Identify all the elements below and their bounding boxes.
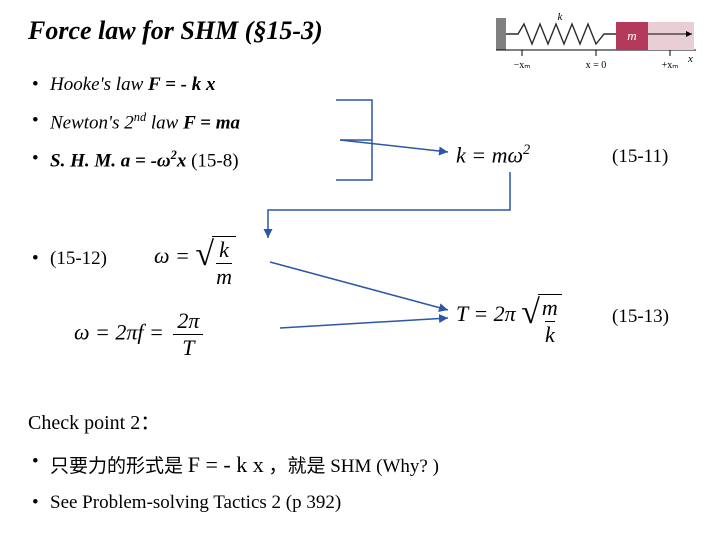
k-eq-lhs: k = mω bbox=[456, 142, 523, 167]
bullet-hooke: Hooke's law F = - k x bbox=[28, 74, 692, 96]
period-num: m bbox=[542, 297, 558, 319]
mass-label: m bbox=[627, 28, 636, 43]
omega-f-den: T bbox=[178, 335, 198, 359]
hooke-formula: F = - k x bbox=[148, 74, 215, 95]
neg-xm-label: −xₘ bbox=[514, 60, 531, 71]
newton-formula: F = ma bbox=[183, 112, 240, 133]
bullet-15-12: (15-12) bbox=[28, 248, 107, 270]
check-line1-b: F = - k x bbox=[188, 452, 264, 477]
newton-sup: nd bbox=[134, 110, 146, 124]
period-lhs: T = 2π bbox=[456, 301, 516, 326]
check-line1-c: ，就是 SHM (Why? ) bbox=[268, 456, 438, 477]
eqnum-15-11: (15-11) bbox=[612, 146, 668, 168]
omega-f-lhs: ω = 2πf = bbox=[74, 320, 164, 345]
pos-xm-label: +xₘ bbox=[662, 60, 679, 71]
shm-ref: (15-8) bbox=[191, 151, 238, 172]
spring-mass-diagram: k m x −xₘ x = 0 +xₘ bbox=[496, 12, 696, 82]
k-label: k bbox=[558, 12, 564, 23]
shm-formula-b: x bbox=[177, 151, 187, 172]
hooke-prefix: Hooke's law bbox=[50, 74, 148, 95]
period-den: k bbox=[545, 321, 555, 346]
equation-period: T = 2π √ m k bbox=[456, 294, 562, 346]
sqrt-symbol-2: √ bbox=[521, 296, 540, 348]
omega-sqrt-den: m bbox=[216, 263, 232, 288]
omega-sqrt-lhs: ω = bbox=[154, 243, 190, 268]
x-zero-label: x = 0 bbox=[586, 60, 607, 71]
check-bullet-2: See Problem-solving Tactics 2 (p 392) bbox=[28, 492, 692, 514]
omega-sqrt-num: k bbox=[219, 239, 229, 261]
equation-omega-f: ω = 2πf = 2π T bbox=[74, 310, 203, 359]
k-eq-sup: 2 bbox=[523, 142, 530, 158]
equation-omega-sqrt: ω = √ k m bbox=[154, 236, 236, 288]
sqrt-symbol-1: √ bbox=[195, 238, 214, 290]
check-line1-a: 只要力的形式是 bbox=[50, 456, 188, 477]
omega-f-num: 2π bbox=[173, 310, 203, 335]
bullet-newton: Newton's 2nd law F = ma bbox=[28, 110, 692, 134]
shm-prefix: S. H. M. bbox=[50, 151, 121, 172]
equation-k-momega2: k = mω2 bbox=[456, 142, 530, 168]
check-point-title: Check point 2： bbox=[28, 406, 692, 435]
newton-prefix: Newton's 2 bbox=[50, 112, 134, 133]
label-15-12: (15-12) bbox=[50, 248, 107, 269]
shm-formula-a: a = -ω bbox=[121, 151, 171, 172]
newton-mid: law bbox=[146, 112, 183, 133]
x-axis-label: x bbox=[687, 53, 693, 65]
eqnum-15-13: (15-13) bbox=[612, 306, 669, 328]
check-line2: See Problem-solving Tactics 2 (p 392) bbox=[50, 492, 341, 513]
bullet-shm: S. H. M. a = -ω2x (15-8) bbox=[28, 148, 692, 172]
check-bullet-1: 只要力的形式是 F = - k x ，就是 SHM (Why? ) bbox=[28, 451, 692, 478]
